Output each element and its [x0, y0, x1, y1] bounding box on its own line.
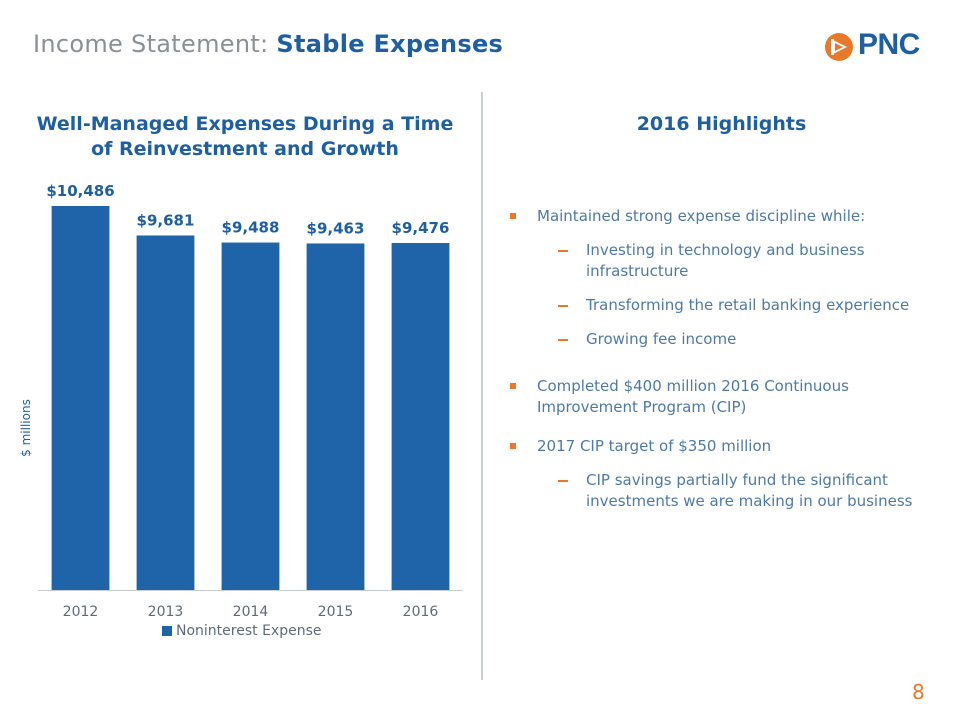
- bullet-marker: [510, 213, 516, 219]
- highlight-subitem-text: Investing in technology and business inf…: [586, 241, 865, 280]
- highlight-item-text: Maintained strong expense discipline whi…: [537, 207, 866, 225]
- highlight-subitem-text: CIP savings partially fund the significa…: [586, 471, 913, 510]
- legend-label: Noninterest Expense: [176, 623, 322, 639]
- y-axis-label: $ millions: [19, 399, 33, 457]
- bar-2013: [136, 235, 195, 590]
- slide-title: Income Statement: Stable Expenses: [33, 30, 503, 58]
- pnc-logo: PNC: [822, 26, 932, 66]
- highlights-list: Maintained strong expense discipline whi…: [508, 206, 928, 512]
- highlights-title: 2016 Highlights: [636, 113, 807, 135]
- pnc-logo-icon: [825, 33, 853, 61]
- x-tick-2015: 2015: [318, 604, 354, 620]
- x-tick-2013: 2013: [148, 604, 184, 620]
- highlight-item: 2017 CIP target of $350 million: [508, 436, 928, 457]
- data-label-2016: $9,476: [392, 219, 450, 237]
- data-label-2015: $9,463: [307, 219, 365, 237]
- highlight-subitem-text: Transforming the retail banking experien…: [586, 296, 910, 314]
- highlight-subitem: Growing fee income: [508, 329, 928, 350]
- dash-marker: [558, 250, 568, 252]
- bar-2012: [51, 206, 110, 590]
- pnc-logo-text: PNC: [858, 28, 920, 61]
- data-label-2013: $9,681: [137, 211, 195, 229]
- bullet-marker: [510, 383, 516, 389]
- highlight-item-text: Completed $400 million 2016 Continuous I…: [537, 377, 849, 416]
- data-label-2012: $10,486: [46, 182, 114, 200]
- bar-2016: [391, 242, 450, 591]
- slide-title-prefix: Income Statement:: [33, 30, 269, 58]
- highlight-item: Completed $400 million 2016 Continuous I…: [508, 376, 928, 418]
- highlight-subitem: CIP savings partially fund the significa…: [508, 470, 928, 512]
- expense-bar-chart: $10,486 $9,681 $9,488 $9,463 $9,476 2012 2013…: [19, 182, 463, 620]
- x-tick-2016: 2016: [403, 604, 439, 620]
- x-tick-2012: 2012: [63, 604, 99, 620]
- chart-legend: Noninterest Expense: [162, 623, 321, 639]
- highlight-subitem: Investing in technology and business inf…: [508, 240, 928, 282]
- slide-title-emphasis: Stable Expenses: [276, 30, 504, 58]
- highlight-subitem: Transforming the retail banking experien…: [508, 295, 928, 316]
- dash-marker: [558, 480, 568, 482]
- data-label-2014: $9,488: [222, 219, 280, 237]
- x-tick-2014: 2014: [233, 604, 269, 620]
- legend-swatch: [162, 626, 172, 636]
- bar-2015: [306, 243, 365, 590]
- dash-marker: [558, 305, 568, 307]
- chart-title: Well-Managed Expenses During a Time of R…: [36, 113, 454, 160]
- highlight-item-text: 2017 CIP target of $350 million: [537, 437, 772, 455]
- page-number: 8: [912, 680, 925, 704]
- bullet-marker: [510, 443, 516, 449]
- highlight-subitem-text: Growing fee income: [586, 330, 737, 348]
- bar-2014: [221, 242, 280, 591]
- vertical-divider: [481, 92, 483, 680]
- highlight-item: Maintained strong expense discipline whi…: [508, 206, 928, 227]
- dash-marker: [558, 339, 568, 341]
